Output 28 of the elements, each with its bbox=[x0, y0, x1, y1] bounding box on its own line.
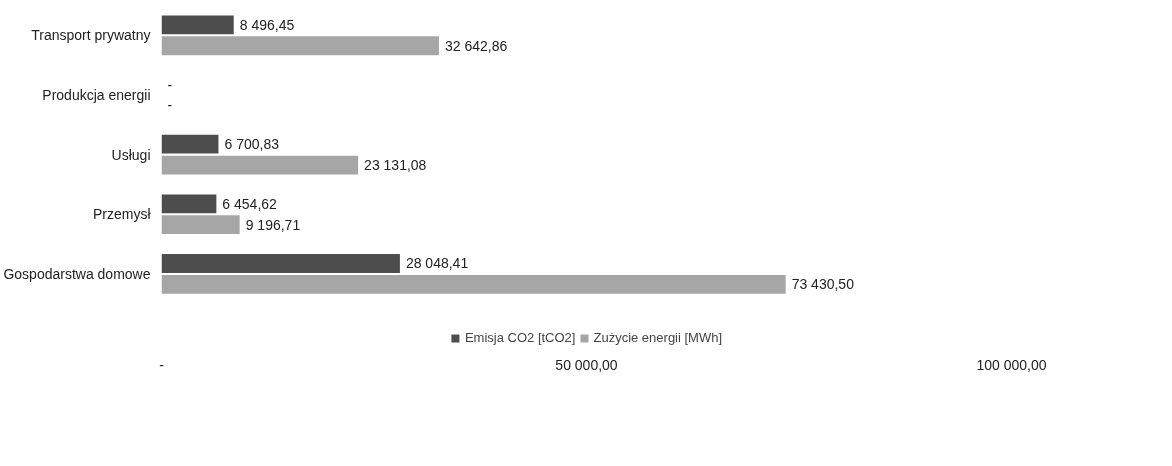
data-label: - bbox=[167, 76, 173, 93]
bar bbox=[161, 134, 219, 154]
data-label: 73 430,50 bbox=[791, 276, 855, 293]
bar bbox=[161, 254, 400, 273]
bar bbox=[161, 155, 359, 175]
x-tick-label: 100 000,00 bbox=[976, 356, 1047, 373]
y-tick-label: Usługi bbox=[111, 146, 151, 163]
y-tick-label: Produkcja energii bbox=[42, 86, 151, 103]
bar bbox=[161, 194, 217, 214]
data-label: 6 454,62 bbox=[222, 195, 278, 212]
data-label: 28 048,41 bbox=[405, 255, 469, 272]
bar bbox=[161, 274, 786, 294]
bar bbox=[161, 215, 240, 235]
x-tick-label: 50 000,00 bbox=[555, 356, 618, 373]
data-label: 23 131,08 bbox=[364, 157, 427, 174]
data-label: 9 196,71 bbox=[245, 216, 301, 233]
legend-label: Emisja CO2 [tCO2] bbox=[464, 330, 576, 345]
y-tick-label: Transport prywatny bbox=[31, 27, 151, 44]
legend-label: Zużycie energii [MWh] bbox=[593, 330, 723, 345]
data-label: 8 496,45 bbox=[239, 16, 295, 33]
x-tick-label: - bbox=[159, 356, 165, 373]
data-label: 32 642,86 bbox=[444, 37, 508, 54]
y-tick-label: Przemysł bbox=[92, 206, 152, 223]
bar bbox=[161, 15, 234, 35]
y-tick-label: Gospodarstwa domowe bbox=[3, 265, 151, 282]
data-label: - bbox=[167, 97, 173, 114]
data-label: 6 700,83 bbox=[224, 136, 280, 153]
bar bbox=[161, 36, 439, 56]
